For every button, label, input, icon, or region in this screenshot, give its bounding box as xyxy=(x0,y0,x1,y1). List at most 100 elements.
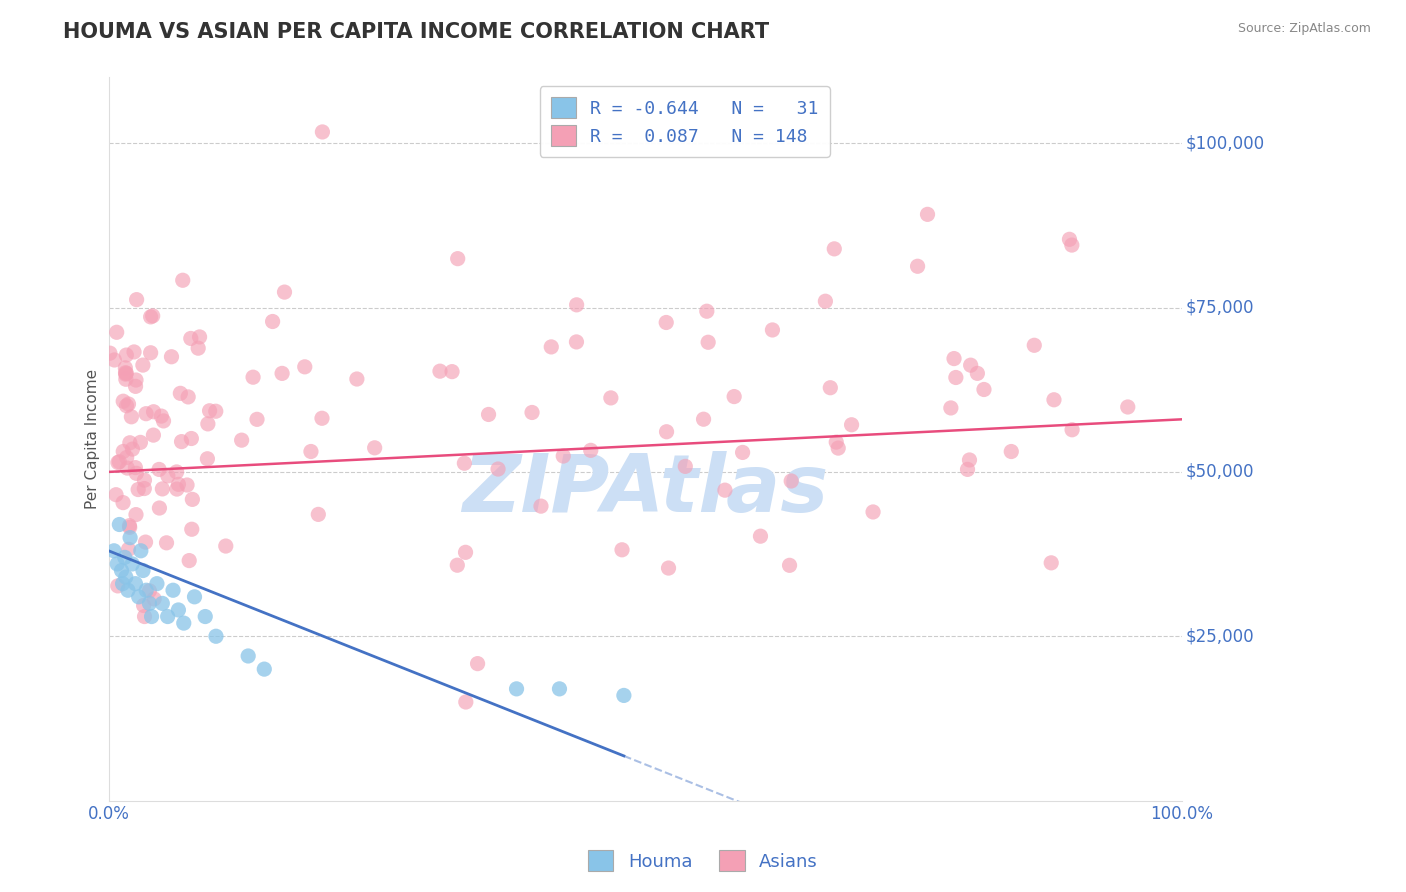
Point xyxy=(117,397,139,411)
Point xyxy=(197,417,219,431)
Point xyxy=(143,591,166,606)
Point xyxy=(129,435,152,450)
Point xyxy=(825,435,848,450)
Point xyxy=(129,543,152,558)
Point xyxy=(945,370,967,384)
Point xyxy=(180,331,202,345)
Point xyxy=(115,399,138,413)
Point xyxy=(238,648,260,663)
Point xyxy=(505,681,527,696)
Point xyxy=(148,462,170,476)
Point xyxy=(599,391,621,405)
Point xyxy=(120,409,142,424)
Point xyxy=(673,459,696,474)
Point xyxy=(1060,238,1083,252)
Point xyxy=(262,314,284,328)
Point xyxy=(108,517,131,532)
Point xyxy=(1043,392,1066,407)
Point xyxy=(125,373,148,387)
Point xyxy=(167,477,190,491)
Point xyxy=(112,495,135,509)
Point xyxy=(148,501,170,516)
Point xyxy=(187,341,209,355)
Point xyxy=(138,583,160,598)
Point xyxy=(311,125,333,139)
Point xyxy=(150,596,173,610)
Point xyxy=(110,564,132,578)
Point xyxy=(363,441,385,455)
Point xyxy=(177,390,200,404)
Point xyxy=(273,285,295,299)
Point xyxy=(114,360,136,375)
Point xyxy=(114,550,136,565)
Point xyxy=(1059,232,1081,246)
Point xyxy=(959,358,981,372)
Point xyxy=(959,453,981,467)
Point xyxy=(114,367,136,381)
Y-axis label: Per Capita Income: Per Capita Income xyxy=(86,369,100,509)
Point xyxy=(1024,338,1046,352)
Point xyxy=(118,520,141,534)
Point xyxy=(107,579,129,593)
Point xyxy=(540,340,562,354)
Point xyxy=(135,583,157,598)
Point xyxy=(132,599,155,613)
Point xyxy=(655,425,678,439)
Point xyxy=(170,434,193,449)
Point xyxy=(827,441,849,455)
Point xyxy=(299,444,322,458)
Point xyxy=(166,465,188,479)
Text: $50,000: $50,000 xyxy=(1185,463,1254,481)
Point xyxy=(973,383,995,397)
Point xyxy=(156,609,179,624)
Point xyxy=(125,508,148,522)
Point xyxy=(167,603,190,617)
Point xyxy=(966,367,988,381)
Point xyxy=(696,304,718,318)
Point xyxy=(917,207,939,221)
Point xyxy=(454,695,477,709)
Point xyxy=(139,345,162,359)
Point xyxy=(115,450,138,465)
Point xyxy=(565,298,588,312)
Point xyxy=(120,531,142,545)
Point xyxy=(610,542,633,557)
Point xyxy=(103,353,125,368)
Point xyxy=(477,408,499,422)
Text: Source: ZipAtlas.com: Source: ZipAtlas.com xyxy=(1237,22,1371,36)
Point xyxy=(307,508,329,522)
Point xyxy=(142,428,165,442)
Point xyxy=(1000,444,1022,458)
Point xyxy=(124,379,146,393)
Point xyxy=(135,535,157,549)
Legend: Houma, Asians: Houma, Asians xyxy=(581,843,825,879)
Point xyxy=(117,461,139,475)
Point xyxy=(823,242,845,256)
Point xyxy=(447,252,470,266)
Point xyxy=(553,449,575,463)
Point xyxy=(117,542,139,557)
Point xyxy=(152,414,174,428)
Point xyxy=(441,365,464,379)
Legend: R = -0.644   N =   31, R =  0.087   N = 148: R = -0.644 N = 31, R = 0.087 N = 148 xyxy=(540,87,830,157)
Point xyxy=(125,467,148,481)
Point xyxy=(1116,400,1139,414)
Point xyxy=(820,381,842,395)
Point xyxy=(112,444,135,458)
Point xyxy=(181,492,204,507)
Text: $100,000: $100,000 xyxy=(1185,134,1264,153)
Point xyxy=(150,409,173,423)
Point xyxy=(132,564,155,578)
Point xyxy=(194,609,217,624)
Point xyxy=(118,435,141,450)
Point xyxy=(197,451,219,466)
Point xyxy=(162,583,184,598)
Point xyxy=(138,596,160,610)
Text: HOUMA VS ASIAN PER CAPITA INCOME CORRELATION CHART: HOUMA VS ASIAN PER CAPITA INCOME CORRELA… xyxy=(63,22,769,42)
Point xyxy=(172,273,194,287)
Point xyxy=(548,681,571,696)
Point xyxy=(135,407,157,421)
Point xyxy=(862,505,884,519)
Text: $25,000: $25,000 xyxy=(1185,627,1254,645)
Point xyxy=(127,483,149,497)
